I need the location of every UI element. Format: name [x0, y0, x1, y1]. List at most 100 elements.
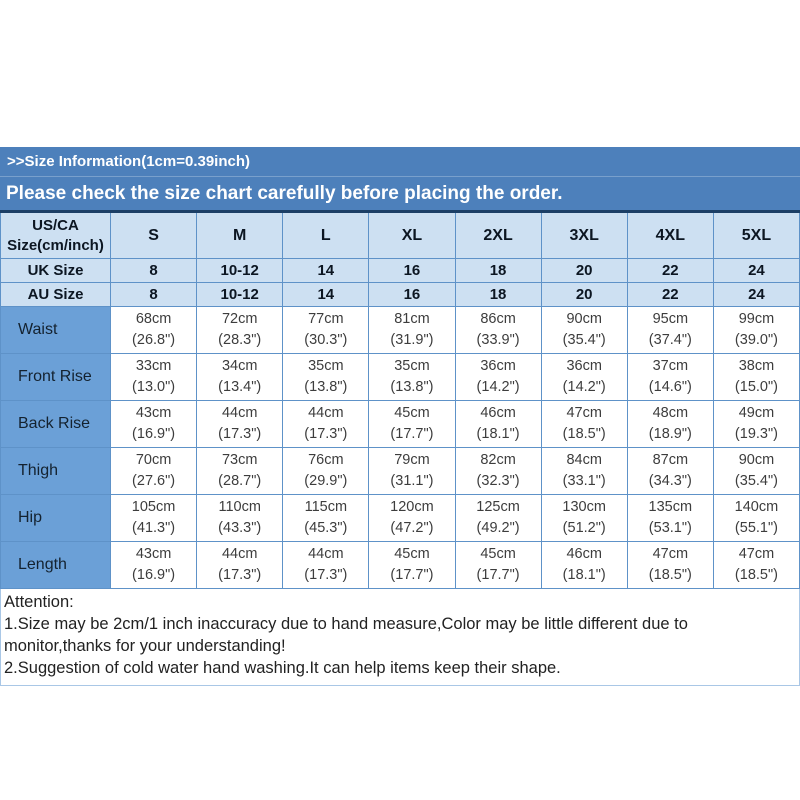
value-inch: (19.3") — [734, 426, 778, 442]
measure-value-cell: 68cm (26.8") — [109, 306, 198, 354]
size-value-cell: 18 — [454, 258, 542, 283]
measure-value-cell: 45cm (17.7") — [454, 541, 542, 589]
value-cm: 135cm — [648, 499, 693, 515]
measure-value-cell: 73cm (28.7") — [196, 447, 284, 495]
value-cm: 48cm — [652, 405, 689, 421]
measure-value-cell: 77cm (30.3") — [282, 306, 370, 354]
value-inch: (18.1") — [562, 567, 606, 583]
value-inch: (18.5") — [648, 567, 692, 583]
value-cm: 130cm — [562, 499, 606, 515]
size-value-cell: 22 — [626, 258, 714, 283]
measure-value-cell: 35cm (13.8") — [282, 353, 370, 401]
value-cm: 79cm — [394, 452, 430, 468]
size-value-cell: 10-12 — [196, 282, 284, 307]
value-cm: 120cm — [390, 499, 434, 515]
value-inch: (18.1") — [476, 426, 520, 442]
measure-value-cell: 44cm (17.3") — [282, 400, 370, 448]
size-value-cell: 14 — [282, 282, 370, 307]
value-inch: (33.1") — [562, 473, 606, 489]
measure-value-cell: 120cm (47.2") — [368, 494, 456, 542]
size-info-bar: >>Size Information(1cm=0.39inch) — [0, 147, 800, 176]
size-value-cell: 16 — [368, 282, 456, 307]
measure-value-cell: 76cm (29.9") — [282, 447, 370, 495]
value-cm: 84cm — [566, 452, 602, 468]
value-cm: 44cm — [308, 405, 344, 421]
measure-value-cell: 43cm (16.9") — [109, 541, 198, 589]
size-value-cell: 10-12 — [196, 258, 284, 283]
measure-value-cell: 35cm (13.8") — [368, 353, 456, 401]
measure-value-cell: 87cm (34.3") — [626, 447, 714, 495]
value-inch: (35.4") — [734, 473, 778, 489]
value-inch: (30.3") — [304, 332, 348, 348]
size-row-label: UK Size — [0, 258, 111, 283]
measure-value-cell: 36cm (14.2") — [540, 353, 628, 401]
value-inch: (29.9") — [304, 473, 348, 489]
value-inch: (43.3") — [218, 520, 262, 536]
value-inch: (17.7") — [390, 426, 434, 442]
value-cm: 35cm — [394, 358, 430, 374]
size-value-cell: 16 — [368, 258, 456, 283]
attention-note-1: 1.Size may be 2cm/1 inch inaccuracy due … — [4, 615, 688, 655]
measure-value-cell: 79cm (31.1") — [368, 447, 456, 495]
value-inch: (17.3") — [218, 426, 262, 442]
value-inch: (17.7") — [476, 567, 520, 583]
size-column-header: S — [109, 211, 198, 259]
value-cm: 36cm — [566, 358, 602, 374]
value-cm: 45cm — [394, 405, 430, 421]
value-cm: 44cm — [308, 546, 344, 562]
value-inch: (13.8") — [304, 379, 348, 395]
value-inch: (13.8") — [390, 379, 434, 395]
corner-header-cell: US/CA Size(cm/inch) — [0, 211, 111, 259]
size-column-header: 2XL — [454, 211, 542, 259]
value-inch: (17.7") — [390, 567, 434, 583]
measure-value-cell: 37cm (14.6") — [626, 353, 714, 401]
value-cm: 44cm — [221, 546, 258, 562]
value-cm: 34cm — [221, 358, 258, 374]
measure-value-cell: 43cm (16.9") — [109, 400, 198, 448]
value-cm: 43cm — [135, 405, 172, 421]
value-cm: 125cm — [476, 499, 520, 515]
size-value-cell: 22 — [626, 282, 714, 307]
check-notice-bar: Please check the size chart carefully be… — [0, 176, 800, 210]
value-inch: (33.9") — [476, 332, 520, 348]
measure-value-cell: 49cm (19.3") — [712, 400, 800, 448]
value-inch: (16.9") — [132, 567, 176, 583]
size-value-cell: 24 — [712, 258, 800, 283]
value-inch: (55.1") — [734, 520, 778, 536]
measure-value-cell: 82cm (32.3") — [454, 447, 542, 495]
measure-value-cell: 81cm (31.9") — [368, 306, 456, 354]
size-column-header: 5XL — [712, 211, 800, 259]
value-inch: (28.3") — [218, 332, 262, 348]
value-cm: 86cm — [480, 311, 516, 327]
measure-value-cell: 70cm (27.6") — [109, 447, 198, 495]
measure-value-cell: 99cm (39.0") — [712, 306, 800, 354]
check-notice-label: Please check the size chart carefully be… — [6, 183, 563, 204]
attention-box: Attention: 1.Size may be 2cm/1 inch inac… — [0, 589, 800, 686]
measure-value-cell: 47cm (18.5") — [712, 541, 800, 589]
value-cm: 45cm — [394, 546, 430, 562]
value-inch: (15.0") — [734, 379, 778, 395]
value-cm: 33cm — [135, 358, 172, 374]
measure-value-cell: 38cm (15.0") — [712, 353, 800, 401]
value-cm: 46cm — [566, 546, 602, 562]
value-cm: 47cm — [652, 546, 689, 562]
value-inch: (35.4") — [562, 332, 606, 348]
value-cm: 82cm — [480, 452, 516, 468]
value-cm: 73cm — [221, 452, 258, 468]
value-cm: 140cm — [734, 499, 779, 515]
measure-value-cell: 44cm (17.3") — [196, 541, 284, 589]
value-cm: 81cm — [394, 311, 430, 327]
size-value-cell: 14 — [282, 258, 370, 283]
size-value-cell: 18 — [454, 282, 542, 307]
size-value-cell: 8 — [109, 258, 198, 283]
size-column-header: 3XL — [540, 211, 628, 259]
size-column-header: M — [196, 211, 284, 259]
value-cm: 43cm — [135, 546, 172, 562]
value-inch: (31.9") — [390, 332, 434, 348]
value-cm: 44cm — [221, 405, 258, 421]
measure-value-cell: 110cm (43.3") — [196, 494, 284, 542]
measure-value-cell: 86cm (33.9") — [454, 306, 542, 354]
attention-note-2: 2.Suggestion of cold water hand washing.… — [4, 659, 561, 677]
value-cm: 49cm — [738, 405, 775, 421]
value-inch: (53.1") — [648, 520, 692, 536]
